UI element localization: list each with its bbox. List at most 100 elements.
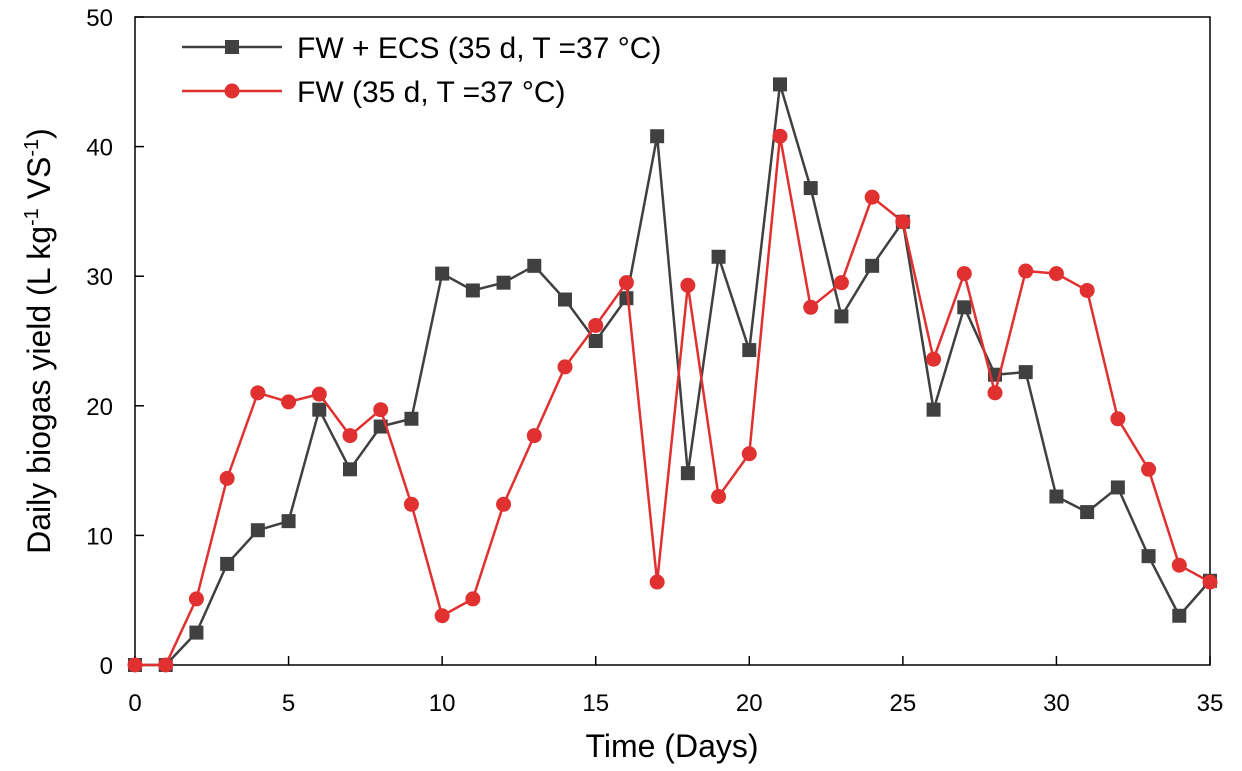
series-1-point bbox=[343, 462, 357, 477]
series-1-point bbox=[1049, 489, 1064, 504]
series-1-point bbox=[1110, 480, 1125, 495]
x-tick-label: 20 bbox=[736, 690, 763, 717]
series-2-point bbox=[434, 608, 450, 624]
y-tick-label: 30 bbox=[86, 264, 113, 291]
series-1-point bbox=[250, 523, 265, 538]
series-2-point bbox=[219, 470, 235, 486]
series-1-point bbox=[619, 291, 634, 306]
series-1-point bbox=[742, 343, 757, 358]
series-1-point bbox=[404, 411, 419, 426]
series-1 bbox=[128, 77, 1217, 672]
series-1-point bbox=[558, 292, 572, 307]
series-2-point bbox=[1141, 461, 1157, 477]
series-2-point bbox=[557, 359, 573, 375]
series-1-point bbox=[773, 77, 787, 92]
series-1-point bbox=[465, 283, 480, 298]
x-tick-label: 0 bbox=[128, 690, 141, 717]
series-1-point bbox=[803, 181, 818, 196]
series-2-point bbox=[188, 591, 204, 607]
y-tick-label: 20 bbox=[86, 394, 113, 421]
series-1-point bbox=[680, 466, 695, 481]
legend: FW + ECS (35 d, T =37 °C) FW (35 d, T =37… bbox=[182, 32, 661, 109]
y-tick-label: 10 bbox=[86, 523, 113, 550]
series-2-point bbox=[926, 351, 942, 367]
series-1-point bbox=[189, 625, 204, 640]
y-axis-title: Daily biogas yield (L kg-1 VS-1) bbox=[21, 128, 57, 554]
series-2-point bbox=[987, 385, 1003, 401]
series-2-point bbox=[772, 128, 788, 144]
series-2-point bbox=[1202, 574, 1218, 590]
series-1-point bbox=[1018, 365, 1033, 380]
x-tick-label: 5 bbox=[282, 690, 295, 717]
series-2-point bbox=[127, 657, 143, 673]
series-2-point bbox=[588, 317, 604, 333]
series-2-point bbox=[649, 574, 665, 590]
plot-frame bbox=[134, 16, 1211, 666]
series-2-point bbox=[1110, 411, 1126, 427]
series-1-point bbox=[281, 514, 296, 529]
series-2-point bbox=[741, 446, 757, 462]
x-axis-ticks: 0 5 10 15 20 25 30 35 bbox=[128, 656, 1223, 717]
series-1-point bbox=[1172, 608, 1187, 623]
series-1-point bbox=[650, 129, 665, 144]
series-1-point bbox=[527, 258, 542, 273]
series-1-point bbox=[435, 266, 450, 281]
x-tick-label: 15 bbox=[582, 690, 609, 717]
series-1-point bbox=[957, 300, 972, 315]
series-1-point bbox=[312, 402, 327, 417]
legend-marker-2 bbox=[224, 83, 240, 99]
series-2-point bbox=[1079, 282, 1095, 298]
series-1-point bbox=[711, 249, 726, 264]
y-axis-title-sup-2: -1 bbox=[21, 139, 43, 157]
y-axis-title-part-1: Daily biogas yield (L kg bbox=[21, 226, 57, 554]
x-tick-label: 30 bbox=[1043, 690, 1070, 717]
x-axis-title: Time (Days) bbox=[585, 728, 758, 764]
series-2-point bbox=[803, 299, 819, 315]
legend-marker-1 bbox=[225, 40, 239, 54]
series-1-point bbox=[865, 258, 880, 273]
x-tick-label: 35 bbox=[1197, 690, 1224, 717]
series-2-point bbox=[680, 277, 696, 293]
x-tick-label: 10 bbox=[429, 690, 456, 717]
series-2-point bbox=[373, 402, 389, 418]
legend-label-1: FW + ECS (35 d, T =37 °C) bbox=[297, 32, 661, 65]
series-1-point bbox=[926, 402, 941, 417]
series-2-point bbox=[158, 657, 174, 673]
series-2-point bbox=[895, 214, 911, 230]
series-2-point bbox=[864, 189, 880, 205]
series-2-point bbox=[526, 428, 542, 444]
series-2-point bbox=[311, 386, 327, 402]
series-1-line bbox=[135, 83, 1211, 667]
series-2-point bbox=[1048, 266, 1064, 282]
series-2-point bbox=[956, 266, 972, 282]
y-axis-ticks: 0 10 20 30 40 50 bbox=[86, 5, 144, 680]
series-2-point bbox=[403, 496, 419, 512]
series-1-point bbox=[1141, 549, 1156, 564]
series-layer bbox=[127, 77, 1218, 673]
y-tick-label: 0 bbox=[100, 653, 113, 680]
y-axis-title-sup-1: -1 bbox=[21, 208, 43, 226]
y-axis-title-part-2: VS bbox=[21, 157, 57, 209]
y-tick-label: 50 bbox=[86, 5, 113, 32]
series-1-point bbox=[496, 275, 511, 290]
x-tick-label: 25 bbox=[890, 690, 917, 717]
series-2 bbox=[127, 128, 1218, 673]
legend-label-2: FW (35 d, T =37 °C) bbox=[297, 76, 565, 109]
series-1-point bbox=[1080, 505, 1095, 520]
series-2-point bbox=[618, 275, 634, 291]
series-2-point bbox=[250, 385, 266, 401]
series-2-point bbox=[711, 489, 727, 505]
series-2-point bbox=[1018, 263, 1034, 279]
y-axis-title-part-3: ) bbox=[21, 128, 57, 139]
series-2-point bbox=[465, 591, 481, 607]
series-2-point bbox=[496, 496, 512, 512]
series-2-point bbox=[342, 428, 358, 444]
series-2-point bbox=[281, 394, 297, 410]
series-2-point bbox=[833, 275, 849, 291]
series-2-line bbox=[135, 134, 1211, 667]
series-1-point bbox=[588, 334, 603, 348]
y-tick-label: 40 bbox=[86, 135, 113, 162]
series-2-point bbox=[1171, 557, 1187, 573]
series-1-point bbox=[220, 556, 235, 571]
